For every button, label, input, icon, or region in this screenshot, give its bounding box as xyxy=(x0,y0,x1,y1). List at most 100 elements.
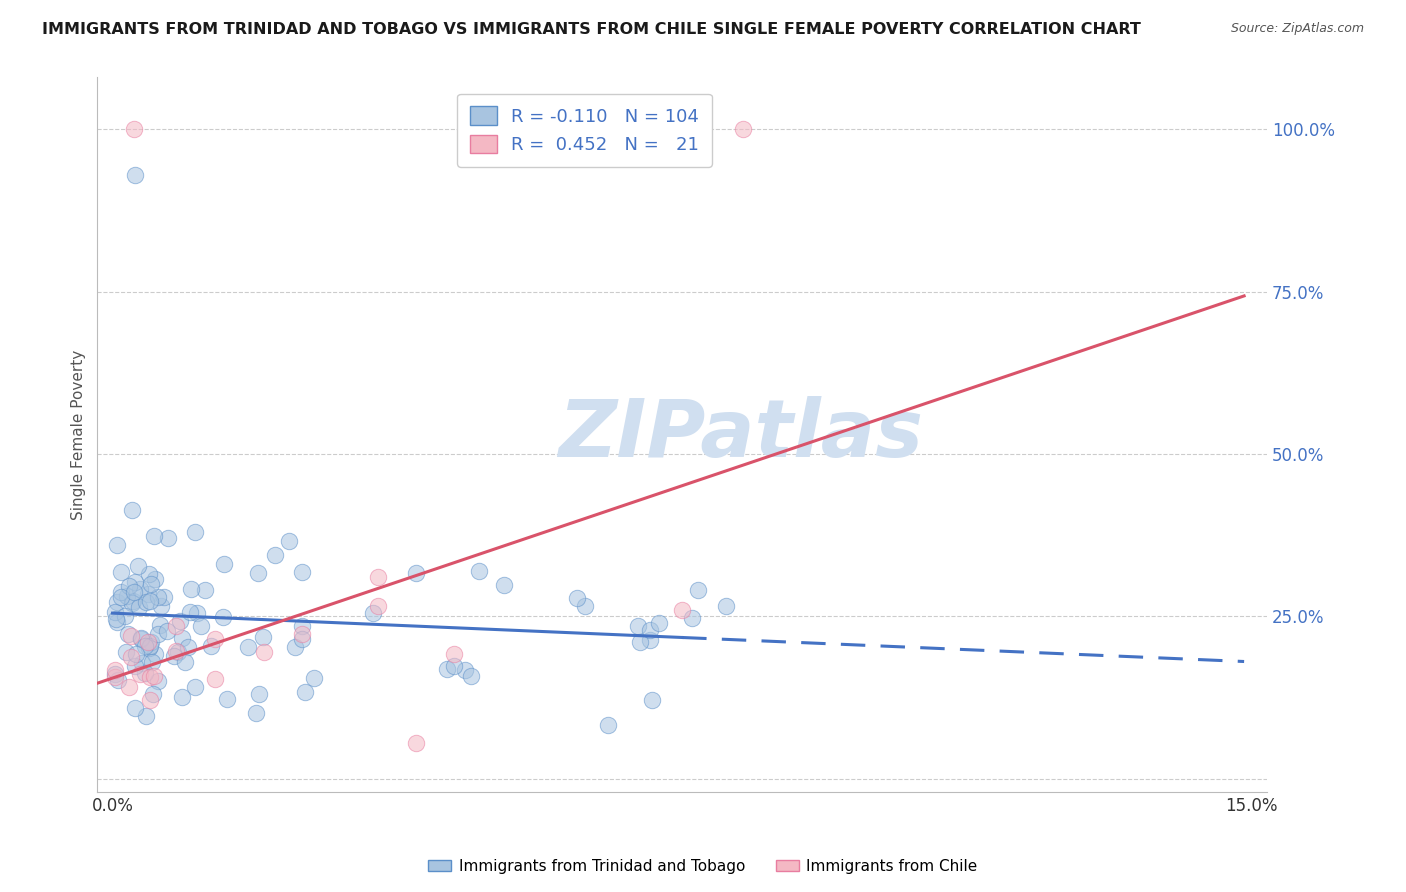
Point xyxy=(122,594,145,608)
Point xyxy=(105,615,128,630)
Point xyxy=(574,599,596,614)
Point xyxy=(129,632,152,647)
Point xyxy=(193,582,215,597)
Text: IMMIGRANTS FROM TRINIDAD AND TOBAGO VS IMMIGRANTS FROM CHILE SINGLE FEMALE POVER: IMMIGRANTS FROM TRINIDAD AND TOBAGO VS I… xyxy=(42,22,1142,37)
Point xyxy=(110,565,132,579)
Point xyxy=(367,570,389,584)
Point xyxy=(291,565,314,579)
Point xyxy=(146,627,169,641)
Point xyxy=(596,717,619,731)
Point xyxy=(139,634,162,648)
Point xyxy=(143,669,166,683)
Point xyxy=(124,658,146,673)
Point xyxy=(104,669,127,683)
Point xyxy=(214,558,236,572)
Point xyxy=(436,662,458,676)
Point xyxy=(135,708,157,723)
Point xyxy=(146,674,169,689)
Point xyxy=(110,590,132,604)
Point xyxy=(142,687,165,701)
Point xyxy=(115,645,138,659)
Point xyxy=(200,639,222,653)
Point xyxy=(627,619,650,633)
Point xyxy=(681,611,703,625)
Point xyxy=(121,503,143,517)
Point xyxy=(565,591,588,605)
Point xyxy=(138,693,160,707)
Point xyxy=(148,617,170,632)
Point xyxy=(688,583,710,598)
Point xyxy=(443,659,465,673)
Point xyxy=(156,624,179,638)
Text: Source: ZipAtlas.com: Source: ZipAtlas.com xyxy=(1230,22,1364,36)
Point xyxy=(217,691,239,706)
Point xyxy=(179,605,201,619)
Point xyxy=(104,663,127,677)
Point xyxy=(236,640,259,654)
Point xyxy=(131,656,153,670)
Point xyxy=(121,596,143,610)
Point xyxy=(180,582,202,596)
Point xyxy=(638,633,661,648)
Point xyxy=(163,649,186,664)
Point xyxy=(166,645,188,659)
Point xyxy=(104,612,127,626)
Legend: R = -0.110   N = 104, R =  0.452   N =   21: R = -0.110 N = 104, R = 0.452 N = 21 xyxy=(457,94,711,167)
Point xyxy=(105,538,128,552)
Point xyxy=(247,566,270,580)
Point xyxy=(138,641,160,656)
Point xyxy=(291,627,314,641)
Point xyxy=(174,655,197,669)
Point xyxy=(129,582,152,597)
Point xyxy=(107,673,129,688)
Point xyxy=(104,605,127,619)
Point xyxy=(125,647,148,661)
Point xyxy=(252,630,274,644)
Point xyxy=(114,608,136,623)
Point xyxy=(363,606,385,620)
Point xyxy=(290,632,312,646)
Point xyxy=(142,529,165,543)
Text: ZIPatlas: ZIPatlas xyxy=(558,395,924,474)
Point xyxy=(149,599,172,614)
Point xyxy=(172,690,194,704)
Point xyxy=(120,650,142,665)
Point xyxy=(169,614,191,628)
Point xyxy=(118,680,141,694)
Point xyxy=(139,593,162,607)
Point xyxy=(124,168,146,182)
Point xyxy=(124,700,146,714)
Point xyxy=(454,663,477,677)
Point xyxy=(294,685,316,699)
Point xyxy=(291,619,314,633)
Point xyxy=(127,559,149,574)
Point xyxy=(141,655,163,669)
Point xyxy=(731,122,754,136)
Y-axis label: Single Female Poverty: Single Female Poverty xyxy=(72,350,86,520)
Point xyxy=(139,670,162,684)
Point xyxy=(117,627,139,641)
Point xyxy=(138,566,160,581)
Point xyxy=(153,591,176,605)
Point xyxy=(647,615,669,630)
Point xyxy=(176,640,198,654)
Point xyxy=(105,594,128,608)
Point xyxy=(166,618,188,632)
Point xyxy=(128,599,150,614)
Point xyxy=(135,595,157,609)
Point xyxy=(204,673,226,687)
Point xyxy=(253,645,276,659)
Point xyxy=(129,666,152,681)
Point xyxy=(136,587,159,601)
Point xyxy=(120,629,142,643)
Point xyxy=(671,603,693,617)
Point xyxy=(714,599,737,613)
Point xyxy=(104,667,127,681)
Point xyxy=(190,619,212,633)
Point xyxy=(628,635,651,649)
Point xyxy=(186,606,208,620)
Point xyxy=(204,632,226,646)
Point xyxy=(367,599,389,614)
Point xyxy=(129,631,152,645)
Point xyxy=(134,666,156,681)
